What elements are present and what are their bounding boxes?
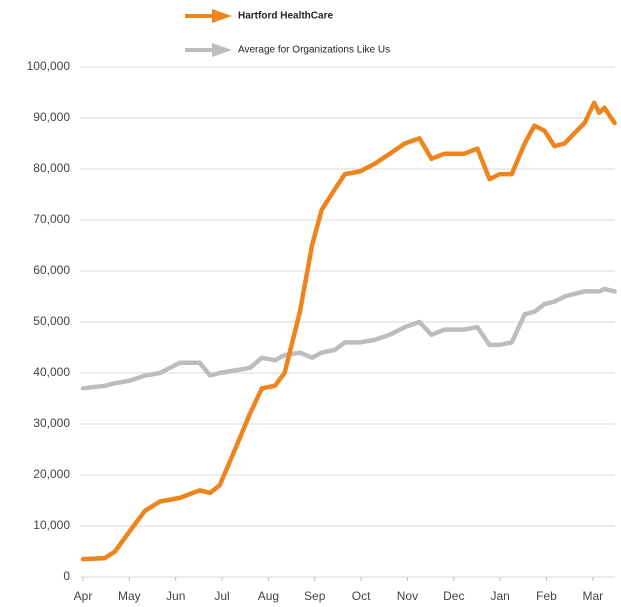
legend-label: Hartford HealthCare: [238, 11, 333, 22]
y-tick-label: 20,000: [33, 467, 70, 481]
y-tick-label: 50,000: [33, 314, 70, 328]
legend-arrow: [212, 43, 232, 57]
x-tick-label: Sep: [304, 589, 326, 603]
series-line: [80, 100, 617, 562]
y-tick-label: 90,000: [33, 110, 70, 124]
y-tick-label: 40,000: [33, 365, 70, 379]
x-tick-label: Nov: [397, 589, 418, 603]
y-tick-label: 30,000: [33, 416, 70, 430]
y-tick-label: 0: [63, 569, 70, 583]
y-tick-label: 70,000: [33, 212, 70, 226]
legend-arrow: [212, 9, 232, 23]
x-tick-label: Mar: [582, 589, 603, 603]
x-tick-label: Oct: [352, 589, 371, 603]
x-tick-label: May: [118, 589, 141, 603]
x-tick-label: Jul: [214, 589, 229, 603]
x-tick-label: Feb: [536, 589, 557, 603]
x-tick-label: Apr: [74, 589, 93, 603]
x-tick-label: Dec: [443, 589, 464, 603]
y-tick-label: 60,000: [33, 263, 70, 277]
y-tick-label: 100,000: [27, 59, 71, 73]
legend-label: Average for Organizations Like Us: [238, 45, 390, 56]
y-tick-label: 80,000: [33, 161, 70, 175]
x-tick-label: Jan: [490, 589, 509, 603]
x-tick-label: Aug: [258, 589, 279, 603]
x-tick-label: Jun: [166, 589, 185, 603]
series-line: [80, 286, 617, 391]
y-tick-label: 10,000: [33, 518, 70, 532]
